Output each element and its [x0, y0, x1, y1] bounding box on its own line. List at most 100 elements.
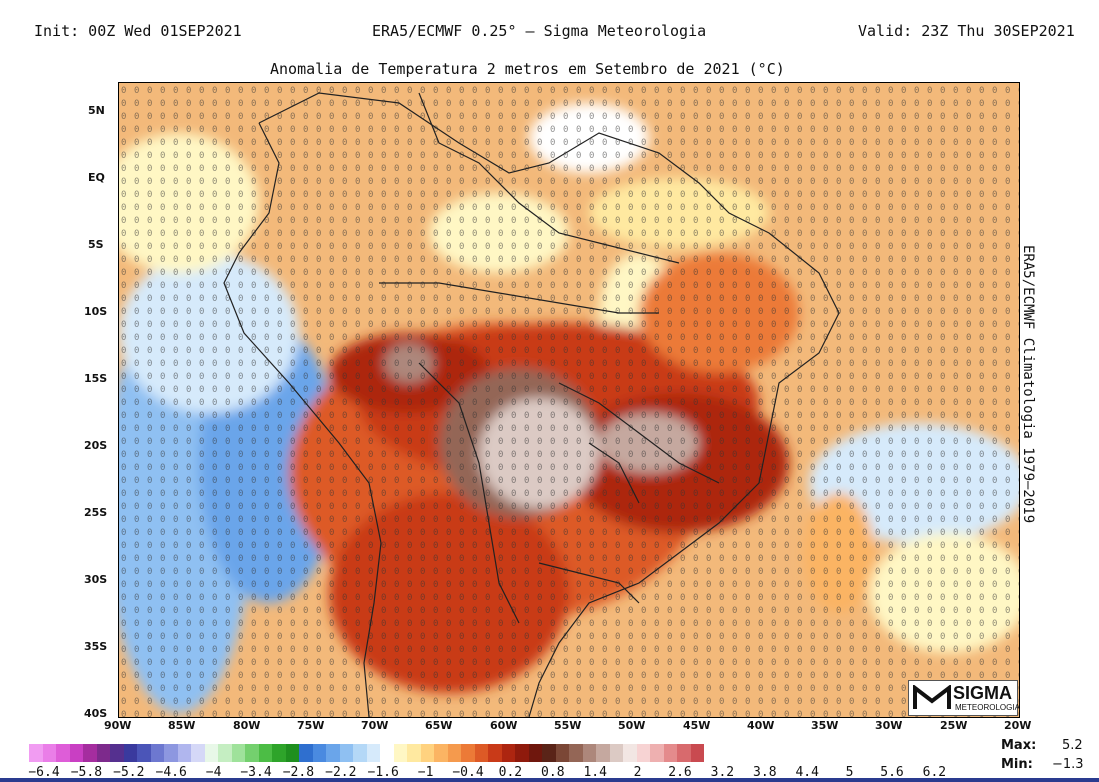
colorbar-swatch	[312, 744, 326, 762]
colorbar-swatch	[542, 744, 556, 762]
colorbar-swatch	[29, 744, 43, 762]
bottom-bar	[0, 778, 1099, 782]
max-value: 5.2	[1062, 738, 1083, 753]
colorbar-swatch	[96, 744, 110, 762]
colorbar-swatch	[488, 744, 502, 762]
colorbar-tick-label: 3.8	[753, 765, 777, 780]
logo-subtext: METEOROLOGIA	[955, 703, 1020, 712]
lat-label: EQ	[88, 171, 105, 184]
colorbar-swatch	[582, 744, 596, 762]
lon-label: 20W	[1004, 719, 1032, 732]
colorbar-tick-label: −1.6	[367, 765, 399, 780]
colorbar-swatch	[677, 744, 691, 762]
colorbar-swatch	[191, 744, 205, 762]
colorbar-swatch	[137, 744, 151, 762]
colorbar-tick-label: 2.6	[668, 765, 692, 780]
colorbar-swatch	[447, 744, 461, 762]
colorbar-swatch	[272, 744, 286, 762]
colorbar-swatch	[393, 744, 407, 762]
colorbar-tick-label: 5.6	[880, 765, 904, 780]
lat-label: 5N	[88, 104, 105, 117]
colorbar-swatch	[258, 744, 272, 762]
climatology-label: ERA5/ECMWF Climatologia 1979–2019	[1020, 245, 1036, 524]
colorbar-swatch	[42, 744, 56, 762]
colorbar-swatch	[407, 744, 421, 762]
colorbar-tick-label: 4.4	[795, 765, 819, 780]
lat-label: 40S	[84, 707, 108, 720]
anomaly-map: 0	[119, 83, 1019, 717]
colorbar-swatch	[231, 744, 245, 762]
sigma-logo: SIGMA METEOROLOGIA	[908, 680, 1020, 716]
colorbar-swatch	[515, 744, 529, 762]
lat-label: 10S	[84, 305, 108, 318]
colorbar-swatch	[380, 744, 394, 762]
colorbar-tick-label: 3.2	[710, 765, 735, 780]
colorbar-swatch	[69, 744, 83, 762]
min-value: −1.3	[1052, 757, 1084, 772]
colorbar-tick-label: 6.2	[922, 765, 947, 780]
valid-time-label: Valid: 23Z Thu 30SEP2021	[858, 22, 1075, 40]
colorbar-tick-label: 1.4	[583, 765, 607, 780]
colorbar-swatch	[650, 744, 664, 762]
logo-text: SIGMA	[953, 683, 1013, 703]
colorbar-tick-label: −5.8	[70, 765, 103, 780]
colorbar-swatch	[555, 744, 569, 762]
colorbar-tick-label: −5.2	[113, 765, 145, 780]
lat-label: 5S	[88, 238, 104, 251]
map-title: Anomalia de Temperatura 2 metros em Sete…	[270, 60, 785, 78]
colorbar-swatch	[528, 744, 542, 762]
lon-label: 45W	[683, 719, 711, 732]
lon-label: 65W	[425, 719, 453, 732]
colorbar-swatch	[420, 744, 434, 762]
colorbar-tick-label: −4.6	[155, 765, 187, 780]
colorbar-swatch	[110, 744, 124, 762]
colorbar-tick-label: 0.2	[498, 765, 523, 780]
lat-label: 15S	[84, 372, 108, 385]
lon-label: 80W	[233, 719, 261, 732]
colorbar-tick-label: 0.8	[541, 765, 565, 780]
lon-label: 30W	[875, 719, 903, 732]
colorbar-swatch	[596, 744, 610, 762]
colorbar-swatch	[164, 744, 178, 762]
max-label: Max:	[1001, 738, 1037, 753]
lon-label: 90W	[104, 719, 132, 732]
min-label: Min:	[1001, 757, 1033, 772]
init-time-label: Init: 00Z Wed 01SEP2021	[34, 22, 242, 40]
lon-label: 35W	[811, 719, 839, 732]
colorbar-swatch	[636, 744, 650, 762]
colorbar-tick-label: −1	[417, 765, 434, 780]
lon-label: 75W	[297, 719, 325, 732]
lon-label: 60W	[490, 719, 518, 732]
source-label: ERA5/ECMWF 0.25° – Sigma Meteorologia	[372, 22, 707, 40]
colorbar-tick-label: −0.4	[452, 765, 484, 780]
colorbar-tick-label: 2	[633, 765, 642, 780]
colorbar-swatch	[366, 744, 380, 762]
colorbar-swatch	[326, 744, 340, 762]
colorbar-swatch	[83, 744, 97, 762]
lon-label: 55W	[554, 719, 582, 732]
lon-label: 70W	[361, 719, 389, 732]
colorbar-swatch	[434, 744, 448, 762]
colorbar-swatch	[609, 744, 623, 762]
colorbar-tick-label: −3.4	[240, 765, 272, 780]
colorbar-swatch	[339, 744, 353, 762]
lon-label: 40W	[747, 719, 775, 732]
colorbar-swatch	[474, 744, 488, 762]
colorbar-swatch	[150, 744, 164, 762]
lon-label: 50W	[618, 719, 646, 732]
lon-label: 25W	[940, 719, 968, 732]
colorbar-tick-label: −6.4	[28, 765, 60, 780]
colorbar	[29, 744, 704, 762]
colorbar-swatch	[690, 744, 704, 762]
colorbar-swatch	[245, 744, 259, 762]
map-frame: 0	[118, 82, 1020, 718]
lat-label: 30S	[84, 573, 108, 586]
colorbar-swatch	[218, 744, 232, 762]
lon-label: 85W	[168, 719, 196, 732]
colorbar-swatch	[56, 744, 70, 762]
colorbar-swatch	[501, 744, 515, 762]
colorbar-tick-label: −2.2	[325, 765, 357, 780]
colorbar-tick-label: −2.8	[282, 765, 315, 780]
colorbar-swatch	[623, 744, 637, 762]
lat-label: 20S	[84, 439, 108, 452]
